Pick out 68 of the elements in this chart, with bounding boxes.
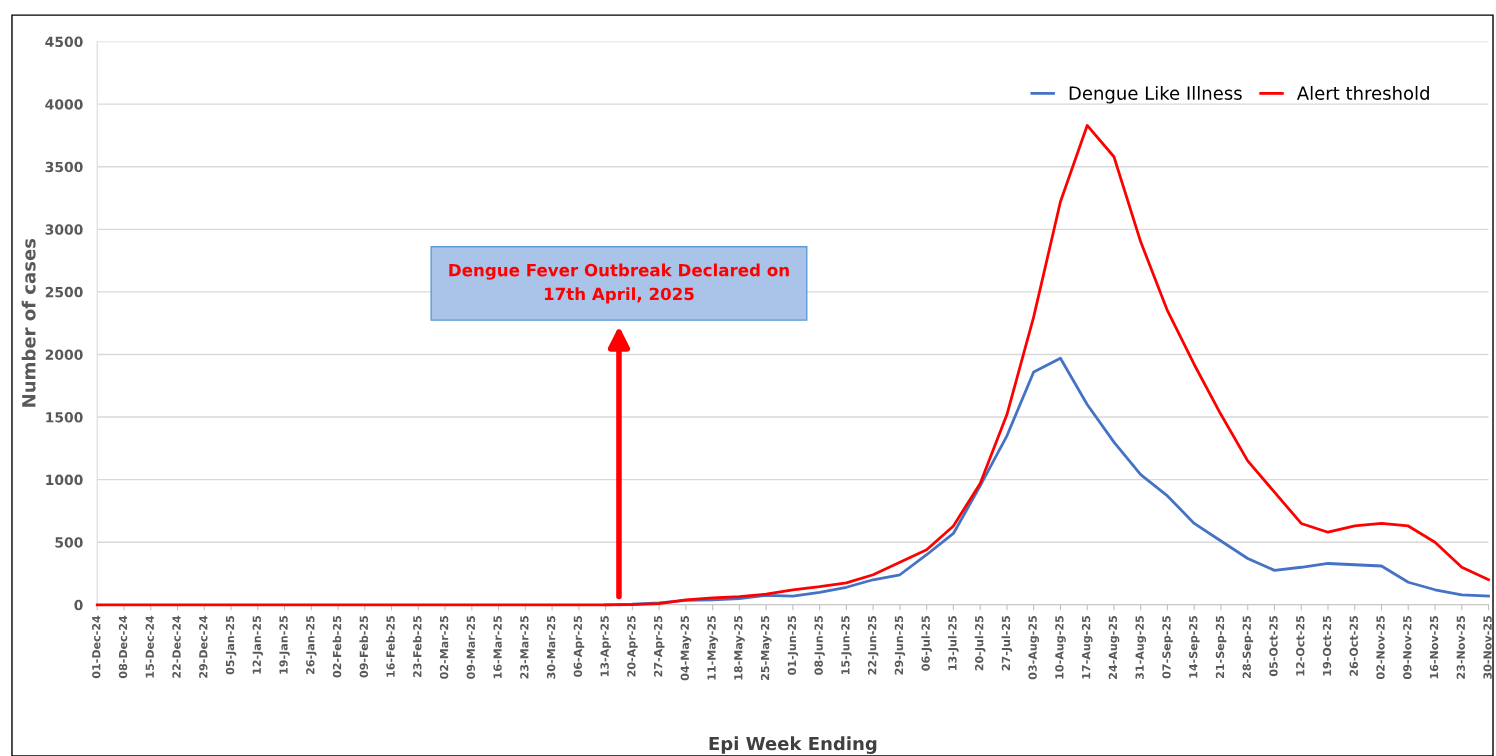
x-tick-label: 31-Aug-25 bbox=[1135, 615, 1147, 680]
y-tick-label: 0 bbox=[74, 599, 83, 611]
x-tick-label: 24-Aug-25 bbox=[1108, 615, 1120, 679]
annotation: Dengue Fever Outbreak Declared on 17th April, 2025 bbox=[449, 263, 789, 304]
x-tick-label: 22-Dec-24 bbox=[172, 615, 181, 678]
x-tick-label: 17-Aug-25 bbox=[1081, 615, 1093, 679]
x-tick-label: 02-Mar-25 bbox=[439, 615, 449, 679]
x-tick-label: 30-Mar-25 bbox=[546, 615, 556, 679]
x-tick-label: 18-May-25 bbox=[734, 615, 745, 680]
x-tick-label: 22-Jun-25 bbox=[867, 615, 879, 675]
x-tick-label: 29-Dec-24 bbox=[199, 615, 208, 678]
x-tick-label: 07-Sep-25 bbox=[1162, 615, 1173, 679]
x-tick-label: 01-Jun-25 bbox=[787, 615, 799, 675]
x-tick-label: 20-Jul-25 bbox=[974, 615, 986, 671]
y-tick-label: 3000 bbox=[45, 224, 83, 235]
y-tick-label: 2000 bbox=[45, 349, 83, 360]
x-tick-label: 11-May-25 bbox=[707, 615, 718, 680]
x-tick-label: 13-Jul-25 bbox=[948, 615, 959, 670]
y-tick-label: 4000 bbox=[45, 99, 83, 110]
x-tick-label: 26-Jan-25 bbox=[306, 615, 317, 675]
x-tick-label: 28-Sep-25 bbox=[1242, 615, 1254, 678]
x-tick-label: 06-Jul-25 bbox=[921, 615, 932, 671]
x-tick-label: 08-Jun-25 bbox=[814, 615, 825, 675]
y-tick-label: 3500 bbox=[45, 161, 83, 173]
x-tick-label: 16-Feb-25 bbox=[386, 615, 395, 677]
x-tick-label: 23-Nov-25 bbox=[1456, 615, 1465, 679]
x-tick-label: 27-Jul-25 bbox=[1001, 615, 1013, 671]
y-tick-label: 500 bbox=[55, 537, 83, 548]
x-tick-label: 16-Mar-25 bbox=[493, 615, 502, 679]
x-tick-label: 08-Dec-24 bbox=[118, 615, 128, 679]
x-tick-label: 30-Nov-25 bbox=[1483, 615, 1492, 679]
x-tick-label: 01-Dec-24 bbox=[92, 615, 101, 679]
x-tick-label: 04-May-25 bbox=[680, 615, 692, 681]
x-tick-label: 05-Oct-25 bbox=[1269, 615, 1278, 677]
y-tick-label: 1500 bbox=[46, 412, 83, 423]
x-tick-label: 29-Jun-25 bbox=[894, 615, 906, 675]
x-tick-label: 12-Jan-25 bbox=[252, 615, 264, 674]
x-tick-label: 05-Jan-25 bbox=[225, 615, 237, 675]
x-tick-label: 26-Oct-25 bbox=[1349, 615, 1358, 676]
x-tick-label: 25-May-25 bbox=[760, 615, 772, 680]
x-tick-label: 15-Jun-25 bbox=[841, 615, 852, 675]
x-tick-label: 27-Apr-25 bbox=[653, 615, 665, 677]
x-axis-title: Epi Week Ending bbox=[709, 736, 877, 754]
x-tick-label: 20-Apr-25 bbox=[627, 615, 638, 677]
x-tick-label: 09-Nov-25 bbox=[1403, 615, 1412, 680]
legend-label: Dengue Like Illness bbox=[1069, 85, 1242, 104]
x-tick-label: 09-Feb-25 bbox=[359, 615, 369, 678]
x-tick-label: 23-Feb-25 bbox=[412, 615, 422, 678]
legend-label: Alert threshold bbox=[1296, 85, 1429, 100]
x-tick-label: 19-Oct-25 bbox=[1322, 615, 1332, 676]
x-tick-label: 09-Mar-25 bbox=[466, 615, 476, 679]
x-tick-label: 13-Apr-25 bbox=[600, 615, 611, 677]
x-tick-label: 14-Sep-25 bbox=[1189, 615, 1200, 678]
y-tick-label: 4500 bbox=[45, 36, 83, 48]
x-tick-label: 02-Nov-25 bbox=[1376, 615, 1385, 680]
x-tick-label: 02-Feb-25 bbox=[332, 615, 342, 678]
x-tick-label: 23-Mar-25 bbox=[520, 615, 529, 679]
x-tick-label: 12-Oct-25 bbox=[1296, 615, 1305, 676]
x-tick-label: 19-Jan-25 bbox=[279, 615, 290, 674]
x-tick-label: 21-Sep-25 bbox=[1215, 615, 1227, 678]
y-axis-title: Number of cases bbox=[21, 238, 36, 407]
x-tick-label: 16-Nov-25 bbox=[1429, 615, 1439, 679]
x-tick-label: 06-Apr-25 bbox=[573, 615, 585, 677]
x-tick-label: 10-Aug-25 bbox=[1055, 615, 1066, 679]
y-tick-label: 2500 bbox=[45, 286, 83, 298]
y-tick-label: 1000 bbox=[46, 474, 83, 486]
x-tick-label: 03-Aug-25 bbox=[1028, 615, 1040, 680]
x-tick-label: 15-Dec-24 bbox=[145, 615, 154, 678]
